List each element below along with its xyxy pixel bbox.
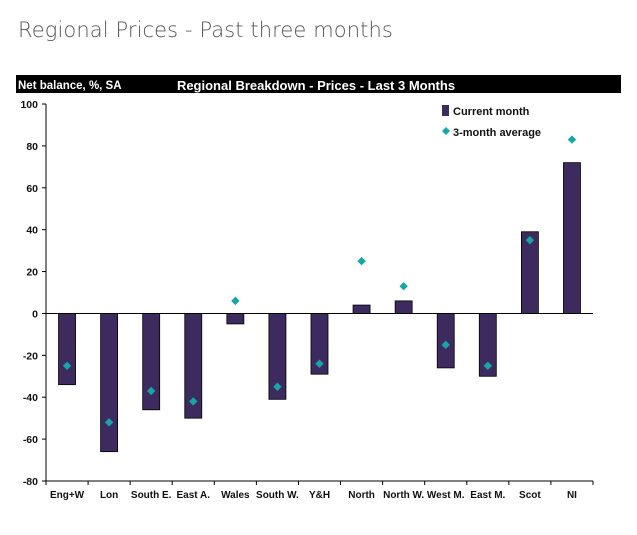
x-tick-label: South W. <box>256 490 299 501</box>
marker-3-month-average <box>231 296 240 306</box>
x-tick-label: North <box>348 490 375 501</box>
x-tick-label: Lon <box>100 490 118 501</box>
bar-current-month <box>100 313 119 453</box>
y-tick-label: 0 <box>32 308 38 320</box>
marker-3-month-average <box>483 361 493 371</box>
legend-swatch-current-month <box>442 105 449 116</box>
legend-label-current-month: Current month <box>453 106 530 118</box>
y-tick-label: 60 <box>26 183 38 195</box>
chart-title: Regional Breakdown - Prices - Last 3 Mon… <box>177 78 455 93</box>
y-tick-label: -80 <box>23 476 38 488</box>
marker-3-month-average <box>273 382 282 391</box>
x-tick-label: South E. <box>131 490 172 501</box>
bar-current-month <box>142 313 161 411</box>
marker-3-month-average <box>567 135 577 144</box>
y-tick-label: -20 <box>23 350 38 362</box>
marker-3-month-average <box>146 386 156 396</box>
page-title: Regional Prices - Past three months <box>18 18 393 42</box>
legend-label-3-month-average: 3-month average <box>453 127 541 139</box>
bar-current-month <box>352 304 371 314</box>
bar-current-month <box>394 300 413 314</box>
y-tick-label: 40 <box>26 225 38 237</box>
bar-current-month <box>563 162 581 314</box>
marker-3-month-average <box>104 418 114 427</box>
x-tick-label: West M. <box>427 490 465 501</box>
x-tick-label: Y&H <box>309 490 330 501</box>
marker-3-month-average <box>441 340 450 350</box>
y-tick-label: 100 <box>20 99 38 111</box>
bars <box>58 162 581 453</box>
legend: Current month 3-month average <box>442 105 541 139</box>
x-axis: Eng+W Lon South E. East A. Wales South W. Y&H N… <box>45 312 594 501</box>
bar-current-month <box>58 313 76 386</box>
marker-3-month-average <box>525 235 535 245</box>
x-tick-label: NI <box>567 490 577 501</box>
x-tick-label: East A. <box>177 490 211 501</box>
marker-3-month-average <box>189 397 198 406</box>
legend-swatch-3-month-average <box>442 127 450 135</box>
y-tick-label: 20 <box>26 267 38 279</box>
x-tick-label: Wales <box>221 490 250 501</box>
marker-3-month-average <box>315 359 324 368</box>
bar-current-month <box>226 313 245 325</box>
markers <box>62 135 577 427</box>
marker-3-month-average <box>62 361 72 371</box>
y-tick-label: 80 <box>26 141 38 153</box>
y-axis: 100 80 60 40 20 0 -20 -40 -60 -80 <box>20 99 47 488</box>
y-tick-label: -60 <box>23 434 38 446</box>
marker-3-month-average <box>399 282 408 291</box>
x-tick-label: North W. <box>383 490 424 501</box>
x-tick-label: East M. <box>470 490 505 501</box>
y-axis-label: Net balance, %, SA <box>18 80 122 92</box>
x-tick-label: Eng+W <box>50 490 85 501</box>
x-tick-label: Scot <box>519 490 541 501</box>
chart-header-bar <box>16 75 621 93</box>
y-tick-label: -40 <box>23 392 38 404</box>
marker-3-month-average <box>357 256 366 266</box>
